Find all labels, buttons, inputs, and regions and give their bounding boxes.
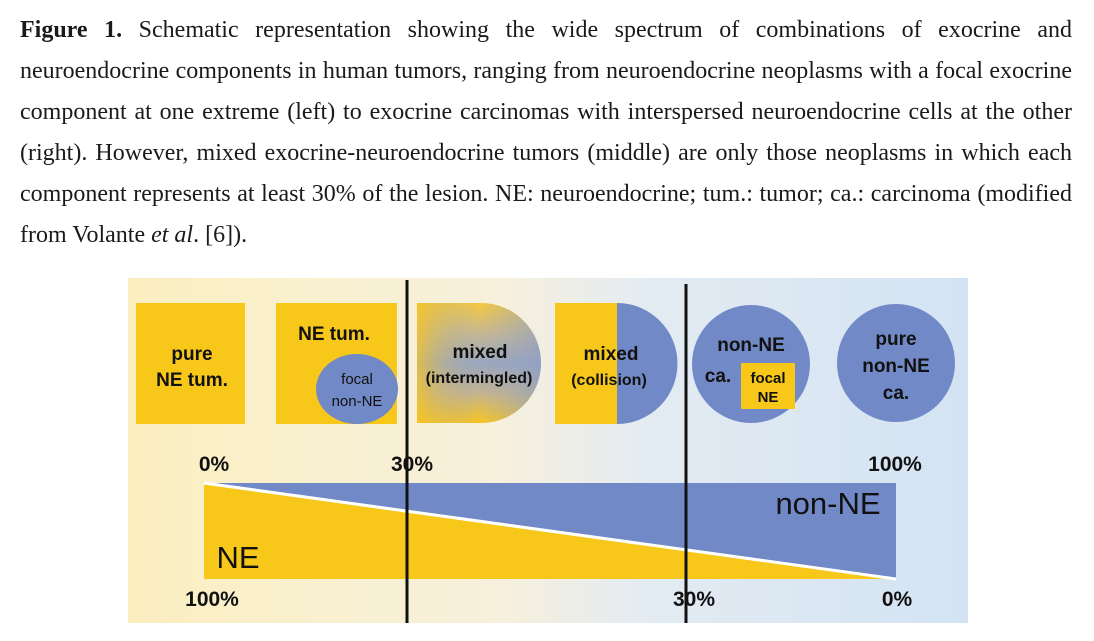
proportion-bar: non-NE NE <box>203 481 897 581</box>
pure-non-ne-line3: ca. <box>883 383 909 404</box>
category-ne-focal-non-ne: NE tum. focal non-NE <box>276 303 398 424</box>
pure-ne-square <box>136 303 245 424</box>
scale-bottom-middle: 30% <box>673 588 715 611</box>
figure-label: Figure 1. <box>20 17 123 43</box>
collision-ne-half <box>555 303 617 424</box>
category-non-ne-focal-ne: non-NE ca. focal NE <box>692 305 810 423</box>
caption-text: Schematic representation showing the wid… <box>20 17 1072 248</box>
scale-bottom: 100% 30% 0% <box>185 588 912 611</box>
scale-top: 0% 30% 100% <box>199 453 922 476</box>
scale-top-right: 100% <box>868 453 922 476</box>
scale-top-left: 0% <box>199 453 230 476</box>
focal-ne-line2: NE <box>758 389 779 406</box>
mixed-intermingled-line1: mixed <box>453 342 508 363</box>
scale-top-middle: 30% <box>391 453 433 476</box>
pure-non-ne-line2: non-NE <box>862 356 930 377</box>
mixed-intermingled-line2: (intermingled) <box>426 370 533 387</box>
mixed-collision-line1: mixed <box>584 344 639 365</box>
collision-non-ne-half <box>617 303 678 424</box>
pure-non-ne-circle <box>837 304 955 422</box>
pure-ne-line2: NE tum. <box>156 370 228 391</box>
focal-non-ne-line2: non-NE <box>332 393 383 410</box>
focal-ne-line1: focal <box>750 370 785 387</box>
scale-bottom-right: 0% <box>882 588 913 611</box>
mixed-intermingled-tint <box>417 303 541 423</box>
caption-et-al: et al <box>151 222 194 248</box>
pure-non-ne-line1: pure <box>875 329 916 350</box>
mixed-collision-line2: (collision) <box>571 372 647 389</box>
ne-focal-title: NE tum. <box>298 324 370 345</box>
caption-text-end: . [6]). <box>193 222 248 248</box>
category-mixed-collision: mixed (collision) <box>555 303 678 424</box>
focal-ne-square <box>741 363 795 409</box>
wedge-edge <box>203 481 897 581</box>
category-mixed-intermingled: mixed (intermingled) <box>417 303 541 423</box>
non-ne-bar-label: non-NE <box>775 486 880 521</box>
ne-bar-label: NE <box>216 540 259 575</box>
category-pure-non-ne: pure non-NE ca. <box>837 304 955 422</box>
scale-bottom-left: 100% <box>185 588 239 611</box>
focal-non-ne-circle <box>316 354 398 424</box>
focal-non-ne-line1: focal <box>341 371 373 388</box>
non-ne-focal-line1: non-NE <box>717 335 785 356</box>
category-pure-ne: pure NE tum. <box>136 303 245 424</box>
non-ne-focal-line2: ca. <box>705 366 731 387</box>
pure-ne-line1: pure <box>171 344 212 365</box>
figure-caption: Figure 1. Schematic representation showi… <box>20 10 1072 256</box>
